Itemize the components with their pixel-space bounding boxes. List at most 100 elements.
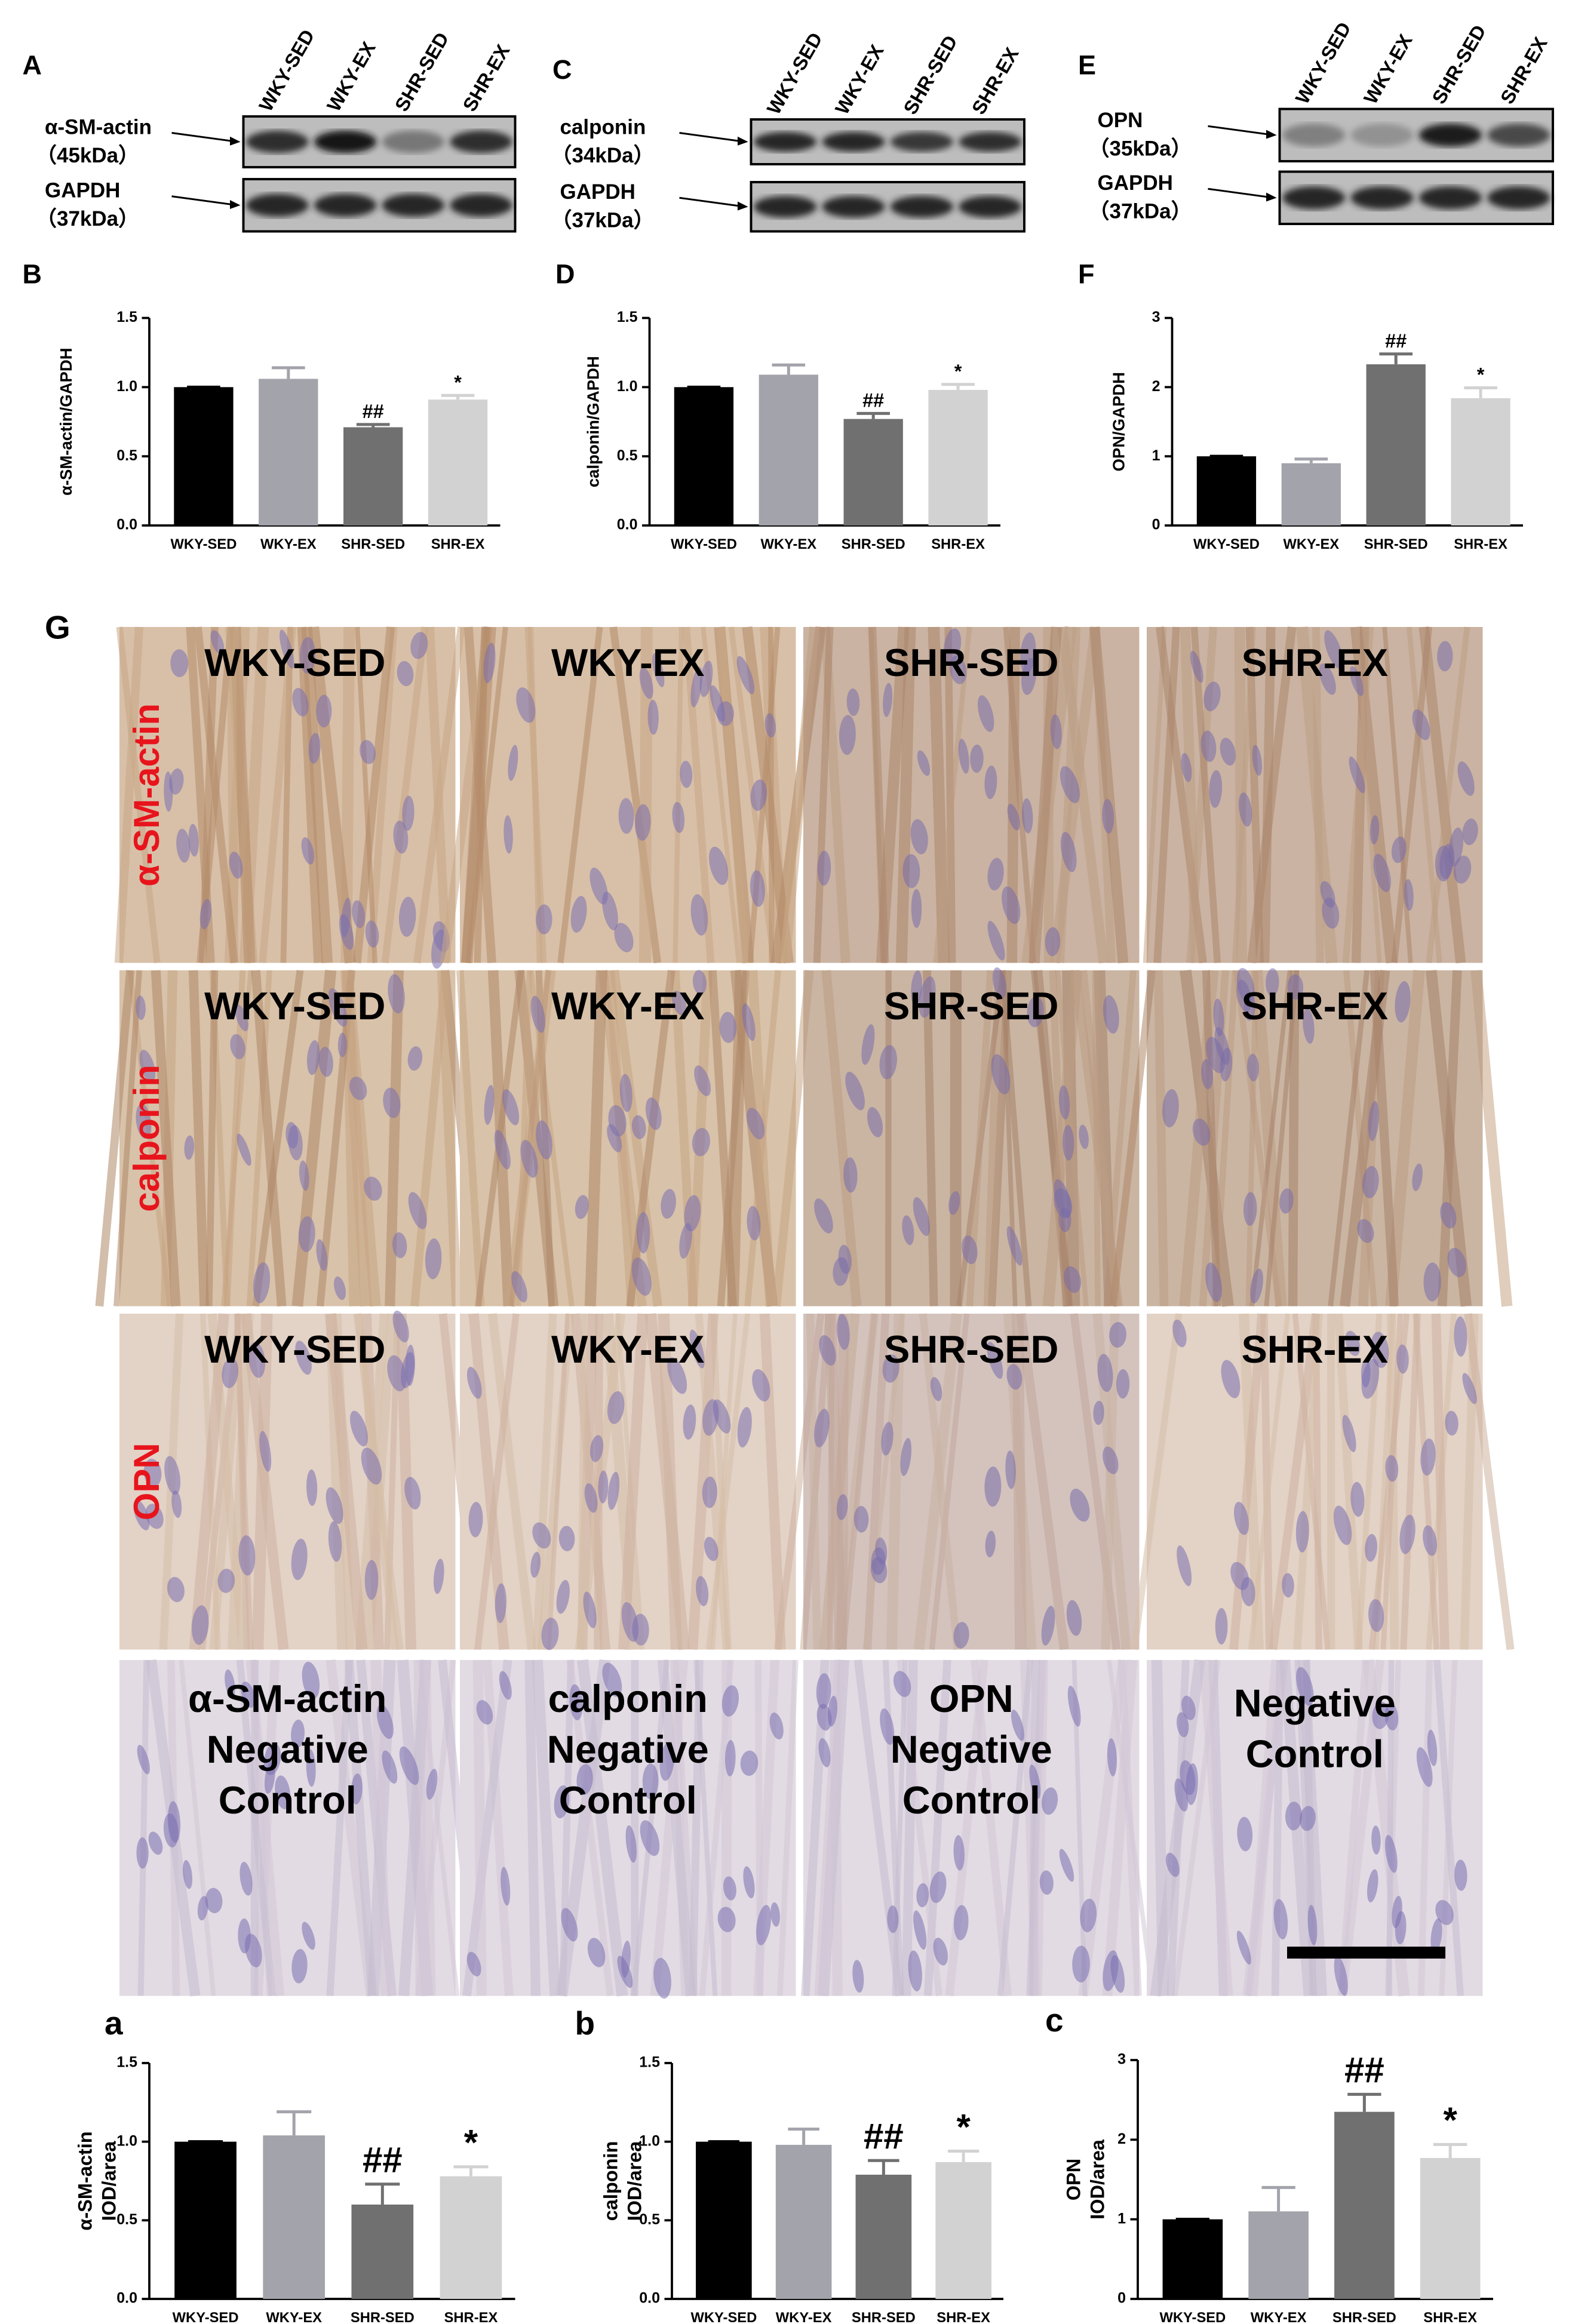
x-tick-label: SHR-EX [431,536,485,552]
histology-image [459,1313,796,1650]
nucleus [852,1960,864,1993]
cell-label: Negative [207,1727,369,1771]
blot-band [754,196,817,218]
nucleus [1300,1806,1316,1831]
nucleus [647,699,659,735]
nucleus [1423,1262,1441,1302]
nucleus [833,1257,849,1286]
cell-label: WKY-SED [204,1327,385,1371]
nucleus [337,1032,347,1058]
nucleus [1440,1202,1457,1229]
nucleus [532,1522,551,1549]
nucleus [1307,1905,1318,1945]
nucleus [919,976,936,1018]
fiber [1151,1659,1169,1996]
cell-label: Negative [547,1727,709,1771]
fiber [546,1313,570,1650]
lane-label: SHR-SED [899,32,962,118]
fiber [584,970,607,1307]
nucleus [468,1502,483,1538]
x-tick-label: WKY-EX [260,536,317,552]
fiber [650,1659,689,1997]
nucleus [326,1487,343,1524]
cell-label: SHR-EX [1241,641,1388,684]
nucleus [516,687,536,723]
nucleus [425,1238,442,1280]
nucleus [1246,1053,1259,1081]
nucleus [570,896,587,933]
row-label: α-SM-actin [127,703,167,887]
protein-size: （37kDa） [36,207,139,230]
fiber [1370,970,1399,1307]
fiber [821,970,862,1307]
nucleus [298,1216,315,1252]
nucleus [1385,1455,1399,1482]
nucleus [1006,1364,1023,1390]
nucleus [1059,1849,1074,1882]
x-tick-label: SHR-SED [852,2310,916,2324]
nucleus [237,1133,251,1166]
nucleus [962,1235,978,1264]
nucleus [508,745,518,781]
nucleus [1103,995,1119,1034]
bar [843,419,903,525]
bar [1162,2219,1223,2299]
fiber [385,970,404,1307]
fiber [1016,1312,1069,1650]
fiber [344,1659,377,1997]
nucleus [661,1189,676,1219]
nucleus [253,1262,271,1304]
nucleus [275,1775,291,1809]
x-tick-label: WKY-EX [776,2310,832,2324]
nucleus [702,1399,719,1436]
nucleus [364,1176,382,1201]
fiber [682,626,715,963]
nucleus [640,1820,660,1856]
fiber [813,626,834,963]
nucleus [1412,709,1430,740]
nucleus [699,660,713,697]
significance-marker: * [464,2123,478,2163]
nucleus [503,815,513,854]
blot-band [246,193,309,217]
nucleus [680,760,693,788]
bar [174,387,234,525]
fiber [151,970,181,1307]
nucleus [853,1506,869,1533]
x-tick-label: SHR-EX [1423,2310,1477,2324]
cell-label: WKY-SED [204,641,385,684]
fiber [487,1313,537,1650]
blot-frame [242,178,517,233]
fiber [1242,1659,1289,1997]
y-axis-label: OPN [1063,2159,1085,2200]
fiber [618,1313,649,1650]
nucleus [404,1477,421,1510]
nucleus [1252,745,1262,776]
fiber [901,1659,918,1996]
nucleus [608,1105,627,1137]
nucleus [349,1077,367,1100]
x-tick-label: SHR-EX [1454,536,1507,552]
nucleus [690,666,702,708]
fiber [772,970,814,1307]
nucleus [861,1024,875,1065]
nucleus [742,1003,756,1041]
nucleus [148,1831,163,1855]
blot-band [382,193,445,217]
x-tick-label: WKY-EX [760,536,816,552]
nucleus [1103,1446,1119,1474]
nucleus [307,1040,320,1075]
nucleus [737,1407,752,1448]
nucleus [1203,681,1221,712]
y-axis-label: IOD/area [624,2141,646,2221]
nucleus [240,1861,253,1896]
panel-letter: C [552,54,572,85]
nucleus [143,1458,162,1487]
nucleus [483,643,496,684]
fiber [744,970,781,1307]
nucleus [1072,1945,1090,1983]
protein-label: OPN [1097,109,1143,132]
lane-label: WKY-EX [831,41,888,118]
fiber [437,970,462,1307]
